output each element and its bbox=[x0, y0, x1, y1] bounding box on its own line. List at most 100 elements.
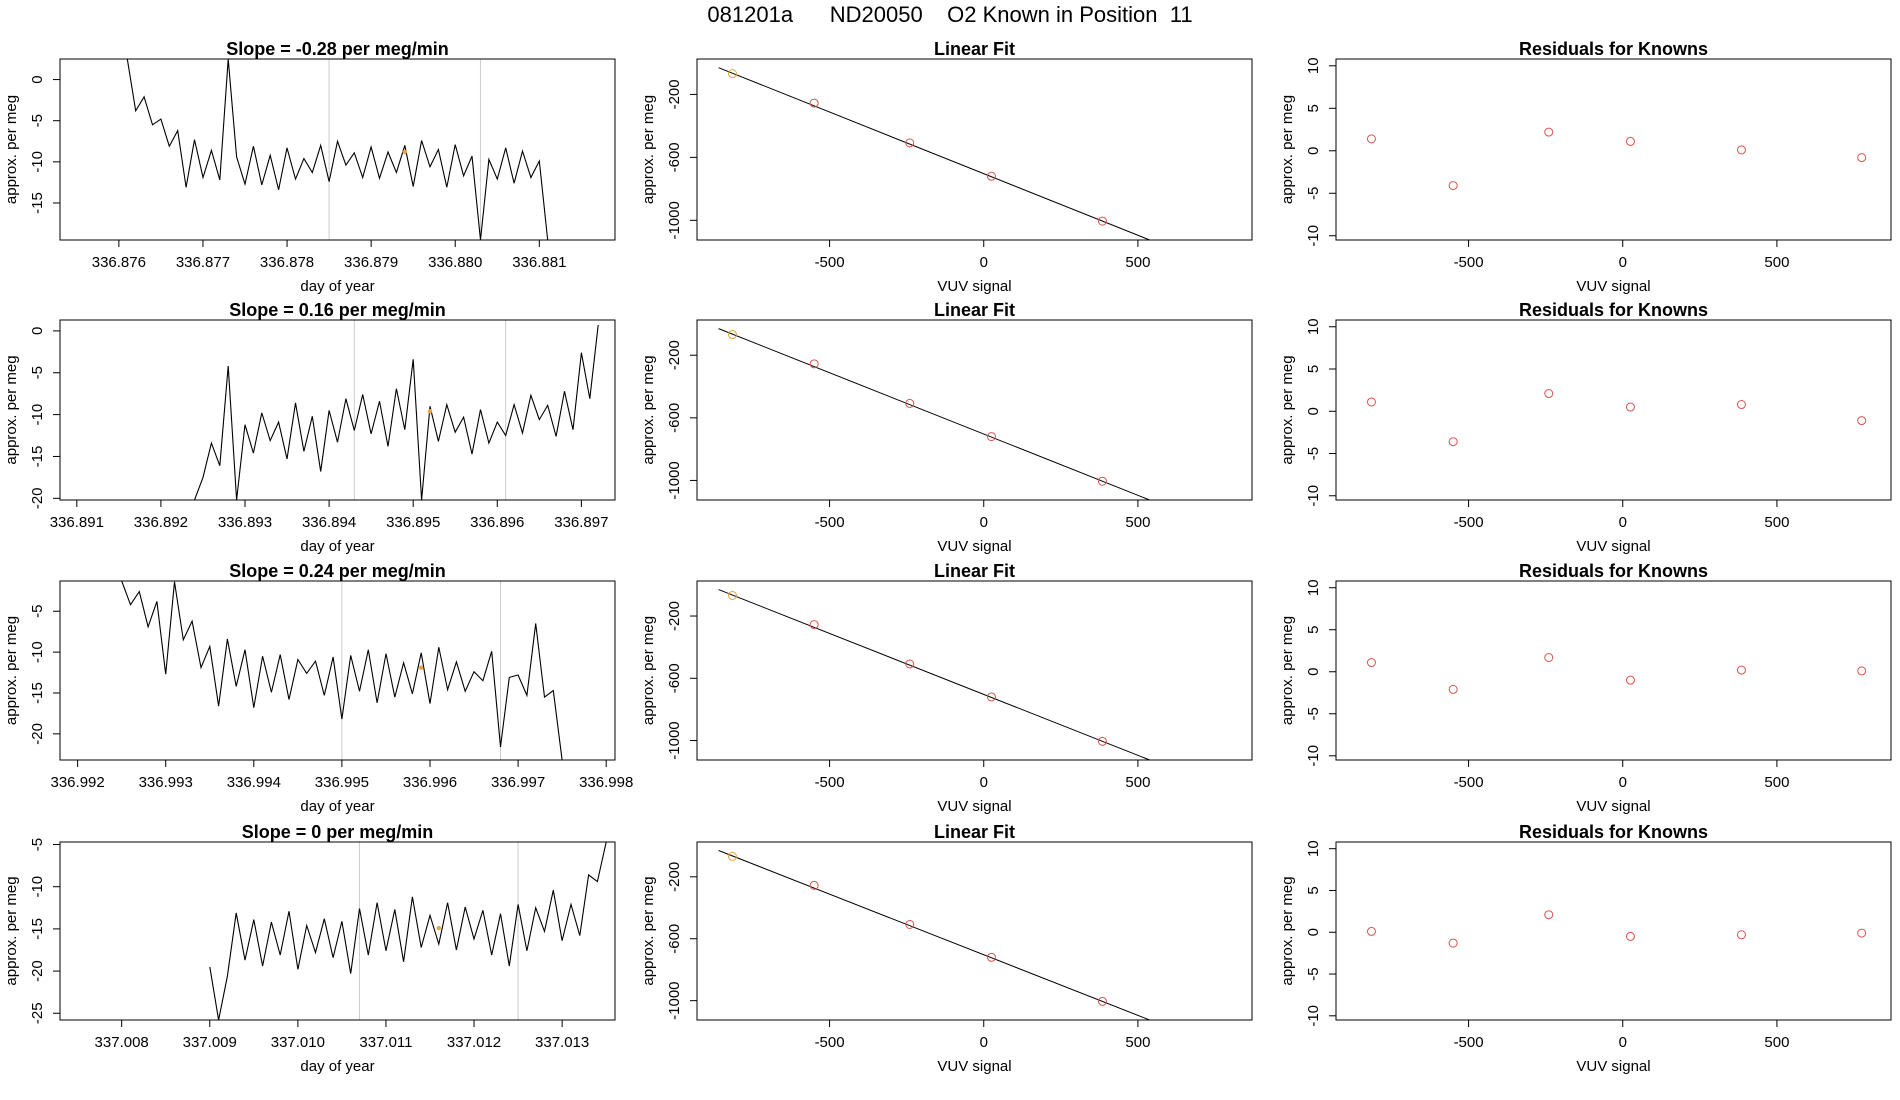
chart-panel-12: Residuals for Knowns VUV signal approx. pe… bbox=[1279, 822, 1892, 1075]
y-tick-label: 10 bbox=[1305, 318, 1322, 335]
x-axis-label: day of year bbox=[300, 798, 374, 815]
y-tick-label: 10 bbox=[1305, 579, 1322, 596]
plot-frame bbox=[1335, 580, 1892, 761]
data-point bbox=[1544, 127, 1554, 137]
x-tick-label: 0 bbox=[980, 774, 988, 791]
x-tick-label: 0 bbox=[980, 514, 988, 531]
data-point bbox=[986, 171, 996, 181]
y-tick-label: -10 bbox=[1305, 745, 1322, 767]
data-point bbox=[809, 359, 819, 369]
y-tick-label: 5 bbox=[1305, 886, 1322, 894]
data-point bbox=[1366, 926, 1376, 936]
x-tick-label: 336.891 bbox=[50, 514, 104, 531]
y-tick-label: -200 bbox=[666, 601, 683, 631]
y-tick-label: 0 bbox=[1305, 928, 1322, 936]
x-tick-label: 500 bbox=[1125, 254, 1150, 271]
y-tick-label: -5 bbox=[1305, 967, 1322, 980]
chart-title: Slope = 0.16 per meg/min bbox=[229, 300, 446, 320]
y-axis-label: approx. per meg bbox=[640, 616, 657, 725]
x-axis-label: day of year bbox=[300, 538, 374, 555]
x-tick-label: 337.010 bbox=[271, 1034, 325, 1051]
y-tick-label: -20 bbox=[29, 487, 46, 509]
plot-area bbox=[1366, 652, 1867, 694]
data-point bbox=[1219, 524, 1227, 532]
data-point bbox=[1366, 658, 1376, 668]
x-tick-label: -500 bbox=[815, 514, 845, 531]
x-tick-label: -500 bbox=[815, 774, 845, 791]
data-point bbox=[1544, 910, 1554, 920]
data-point bbox=[809, 98, 819, 108]
y-axis-label: approx. per meg bbox=[3, 355, 20, 464]
data-point bbox=[1097, 736, 1107, 746]
data-point bbox=[1448, 181, 1458, 191]
plot-frame bbox=[696, 580, 1253, 761]
x-tick-label: 0 bbox=[980, 254, 988, 271]
plot-area bbox=[718, 589, 1152, 760]
y-axis-label: approx. per meg bbox=[640, 95, 657, 204]
series-line bbox=[193, 324, 599, 500]
y-tick-label: -600 bbox=[666, 924, 683, 954]
y-tick-label: -5 bbox=[1305, 447, 1322, 460]
y-tick-label: 5 bbox=[1305, 626, 1322, 634]
highlight-point bbox=[418, 665, 424, 670]
plot-frame bbox=[1335, 841, 1892, 1021]
plot-frame bbox=[59, 58, 616, 241]
chart-panel-1: Slope = -0.28 per meg/min day of year appr… bbox=[3, 39, 616, 295]
x-tick-label: -500 bbox=[815, 254, 845, 271]
data-point bbox=[1625, 402, 1635, 412]
chart-title: Residuals for Knowns bbox=[1519, 300, 1708, 320]
x-tick-label: 336.881 bbox=[512, 254, 566, 271]
x-tick-label: 500 bbox=[1125, 774, 1150, 791]
chart-panel-3: Residuals for Knowns VUV signal approx. pe… bbox=[1279, 39, 1892, 295]
x-tick-label: 336.996 bbox=[403, 774, 457, 791]
x-tick-label: 336.894 bbox=[302, 514, 356, 531]
chart-title: Residuals for Knowns bbox=[1519, 39, 1708, 59]
x-tick-label: 500 bbox=[1764, 254, 1789, 271]
y-tick-label: -15 bbox=[29, 446, 46, 468]
x-axis-label: day of year bbox=[300, 1058, 374, 1075]
y-axis-label: approx. per meg bbox=[1279, 95, 1296, 204]
data-point bbox=[727, 851, 737, 861]
fit-line bbox=[718, 328, 1152, 500]
x-tick-label: -500 bbox=[1454, 254, 1484, 271]
data-point bbox=[986, 692, 996, 702]
chart-title: Residuals for Knowns bbox=[1519, 561, 1708, 581]
plot-area bbox=[718, 67, 1227, 272]
data-point bbox=[1219, 264, 1227, 272]
data-point bbox=[1544, 389, 1554, 399]
y-tick-label: -25 bbox=[29, 1002, 46, 1024]
data-point bbox=[727, 330, 737, 340]
plot-area bbox=[209, 842, 607, 1020]
chart-panel-4: Slope = 0.16 per meg/min day of year appro… bbox=[3, 300, 616, 555]
plot-area bbox=[121, 581, 563, 760]
x-axis-label: VUV signal bbox=[1576, 1058, 1650, 1075]
x-tick-label: -500 bbox=[1454, 1034, 1484, 1051]
data-point bbox=[1736, 930, 1746, 940]
data-point bbox=[1448, 938, 1458, 948]
chart-title: Linear Fit bbox=[934, 561, 1015, 581]
x-tick-label: -500 bbox=[1454, 514, 1484, 531]
plot-frame bbox=[1335, 319, 1892, 501]
chart-panel-11: Linear Fit VUV signal approx. per meg -500 0… bbox=[640, 822, 1253, 1075]
plot-frame bbox=[696, 319, 1253, 501]
y-tick-label: -5 bbox=[29, 114, 46, 127]
y-tick-label: -600 bbox=[666, 663, 683, 693]
data-point bbox=[1625, 931, 1635, 941]
chart-title: Linear Fit bbox=[934, 822, 1015, 842]
x-tick-label: 336.993 bbox=[139, 774, 193, 791]
plot-frame bbox=[1335, 58, 1892, 241]
data-point bbox=[1544, 652, 1554, 662]
chart-title: Linear Fit bbox=[934, 300, 1015, 320]
highlight-point bbox=[436, 925, 442, 931]
chart-panel-2: Linear Fit VUV signal approx. per meg -500 0… bbox=[640, 39, 1253, 295]
y-tick-label: -5 bbox=[29, 838, 46, 851]
x-axis-label: VUV signal bbox=[937, 1058, 1011, 1075]
data-point bbox=[1448, 684, 1458, 694]
x-axis-label: VUV signal bbox=[937, 798, 1011, 815]
x-axis-label: day of year bbox=[300, 278, 374, 295]
chart-title: Linear Fit bbox=[934, 39, 1015, 59]
y-tick-label: -200 bbox=[666, 340, 683, 370]
chart-panel-8: Linear Fit VUV signal approx. per meg -500 0… bbox=[640, 561, 1253, 815]
y-tick-label: -15 bbox=[29, 918, 46, 940]
x-tick-label: 336.897 bbox=[554, 514, 608, 531]
